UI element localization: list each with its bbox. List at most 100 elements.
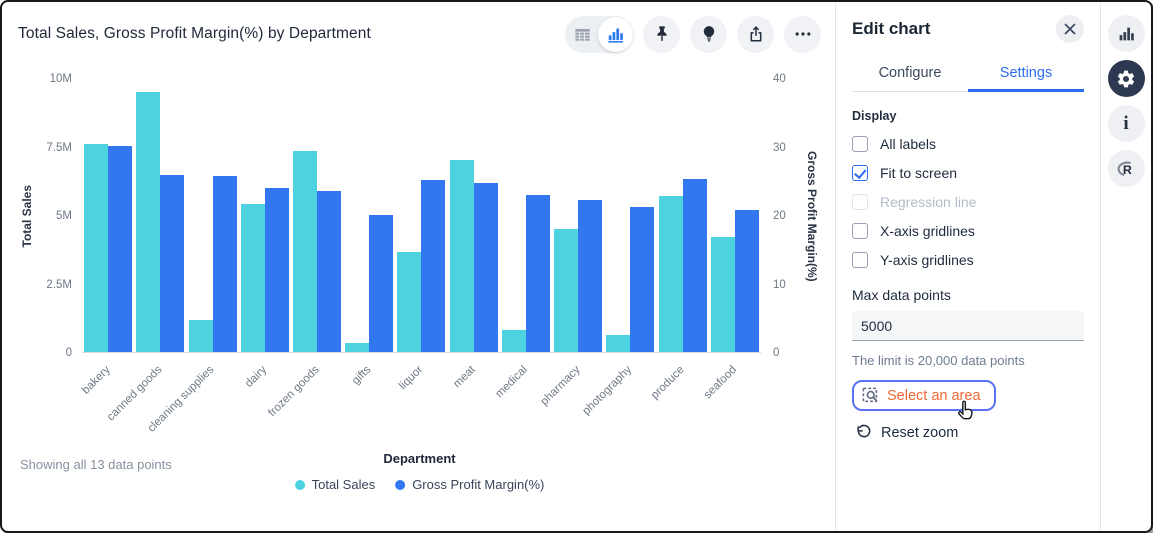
bar-group-bakery xyxy=(82,79,134,352)
table-view-icon xyxy=(574,28,590,41)
bar-gross-profit-margin--seafood[interactable] xyxy=(734,210,759,352)
bar-total-sales-gifts[interactable] xyxy=(345,343,370,352)
chart-properties-button[interactable] xyxy=(1107,15,1145,52)
bar-total-sales-frozen-goods[interactable] xyxy=(293,151,318,352)
legend-swatch xyxy=(395,479,406,490)
svg-text:R: R xyxy=(1123,163,1132,177)
bar-total-sales-produce[interactable] xyxy=(658,196,683,352)
table-view-button[interactable] xyxy=(565,25,599,44)
bar-total-sales-bakery[interactable] xyxy=(84,144,109,352)
legend-item-total-sales[interactable]: Total Sales xyxy=(294,477,376,492)
bar-total-sales-seafood[interactable] xyxy=(710,237,735,352)
display-option-fit-to-screen[interactable]: Fit to screen xyxy=(852,165,1084,181)
checkbox[interactable] xyxy=(852,252,868,268)
share-button[interactable] xyxy=(737,15,774,53)
checkbox xyxy=(852,194,868,210)
bar-gross-profit-margin--pharmacy[interactable] xyxy=(578,200,603,352)
checkbox[interactable] xyxy=(852,136,868,152)
x-axis-label: photography xyxy=(580,363,635,418)
legend-label: Total Sales xyxy=(311,477,376,492)
x-axis-labels: bakery canned goods cleaning supplies dairy… xyxy=(79,353,761,435)
bar-group-seafood xyxy=(709,79,761,352)
legend-swatch xyxy=(294,479,305,490)
panel-tabs: Configure Settings xyxy=(852,56,1084,92)
bar-gross-profit-margin--photography[interactable] xyxy=(630,207,655,352)
axis-tick-label: 40 xyxy=(773,73,786,85)
r-analysis-button[interactable]: R xyxy=(1107,150,1145,187)
pin-icon xyxy=(657,26,666,41)
bar-gross-profit-margin--liquor[interactable] xyxy=(421,180,446,352)
insights-button[interactable] xyxy=(690,15,727,53)
checkbox-label: Regression line xyxy=(880,194,977,210)
bar-total-sales-photography[interactable] xyxy=(606,335,631,352)
reset-zoom-button[interactable]: Reset zoom xyxy=(852,424,1084,441)
bar-gross-profit-margin--meat[interactable] xyxy=(473,183,498,352)
panel-header: Edit chart xyxy=(852,15,1084,43)
info-icon: i xyxy=(1123,113,1129,134)
r-analytics-icon: R xyxy=(1117,161,1132,177)
x-axis-label: dairy xyxy=(242,363,270,390)
chart-toolbar xyxy=(565,15,821,53)
settings-button[interactable] xyxy=(1107,60,1145,97)
checkbox[interactable] xyxy=(852,223,868,239)
display-heading: Display xyxy=(852,109,897,123)
bar-total-sales-medical[interactable] xyxy=(501,330,526,352)
right-axis-title: Gross Profit Margin(%) xyxy=(805,150,819,282)
axis-tick-label: 0 xyxy=(65,347,72,359)
rail-divider xyxy=(1100,2,1101,531)
legend-item-gross-profit-margin-[interactable]: Gross Profit Margin(%) xyxy=(395,477,544,492)
bar-gross-profit-margin--frozen-goods[interactable] xyxy=(317,191,342,352)
plot-area[interactable] xyxy=(82,79,761,353)
x-axis-label: pharmacy xyxy=(538,363,583,408)
legend-label: Gross Profit Margin(%) xyxy=(412,477,545,492)
bar-group-produce xyxy=(657,79,709,352)
bar-group-photography xyxy=(604,79,656,352)
legend-title: Department xyxy=(383,451,456,466)
max-data-points-label: Max data points xyxy=(852,287,951,303)
display-option-x-axis-gridlines[interactable]: X-axis gridlines xyxy=(852,223,1084,239)
bar-total-sales-liquor[interactable] xyxy=(397,252,422,352)
bar-gross-profit-margin--cleaning-supplies[interactable] xyxy=(212,176,237,352)
more-options-icon xyxy=(795,32,810,36)
chart-footer: Showing all 13 data points Department To… xyxy=(18,445,821,515)
chart-view-button[interactable] xyxy=(598,16,633,52)
info-button[interactable]: i xyxy=(1107,105,1145,142)
right-axis-ticks: 0 10 20 30 40 xyxy=(761,73,803,359)
panel-divider xyxy=(835,2,836,531)
tab-settings[interactable]: Settings xyxy=(968,56,1084,92)
select-an-area-label: Select an area xyxy=(887,387,981,404)
max-data-points-input[interactable] xyxy=(852,311,1084,341)
pin-button[interactable] xyxy=(643,15,680,53)
bar-gross-profit-margin--dairy[interactable] xyxy=(264,188,289,352)
bar-total-sales-canned-goods[interactable] xyxy=(136,92,161,352)
bar-group-liquor xyxy=(395,79,447,352)
axis-tick-label: 20 xyxy=(773,210,786,222)
select-an-area-button[interactable]: Select an area xyxy=(852,380,996,420)
gear-icon xyxy=(1117,70,1135,87)
checkbox[interactable] xyxy=(852,165,868,181)
close-button[interactable] xyxy=(1056,15,1084,43)
panel-title: Edit chart xyxy=(852,19,931,38)
checkbox-label: All labels xyxy=(880,136,937,152)
display-options: All labels Fit to screen Regression line X-… xyxy=(852,136,1084,268)
axis-tick-label: 30 xyxy=(773,141,786,154)
bar-total-sales-cleaning-supplies[interactable] xyxy=(188,320,213,352)
bar-group-medical xyxy=(500,79,552,352)
bar-total-sales-dairy[interactable] xyxy=(240,204,265,352)
x-axis-label: medical xyxy=(493,363,531,401)
lightbulb-icon xyxy=(703,26,714,42)
bar-total-sales-pharmacy[interactable] xyxy=(554,229,579,352)
bar-gross-profit-margin--canned-goods[interactable] xyxy=(160,175,185,352)
bar-gross-profit-margin--medical[interactable] xyxy=(525,195,550,352)
bar-gross-profit-margin--produce[interactable] xyxy=(682,179,707,352)
bar-gross-profit-margin--gifts[interactable] xyxy=(369,215,394,352)
display-option-all-labels[interactable]: All labels xyxy=(852,136,1084,152)
bar-group-gifts xyxy=(343,79,395,352)
more-options-button[interactable] xyxy=(784,15,821,53)
display-option-y-axis-gridlines[interactable]: Y-axis gridlines xyxy=(852,252,1084,268)
tab-configure[interactable]: Configure xyxy=(878,65,942,81)
bar-total-sales-meat[interactable] xyxy=(449,160,474,352)
x-axis-label: bakery xyxy=(79,363,113,397)
bar-gross-profit-margin--bakery[interactable] xyxy=(108,146,133,352)
display-option-regression-line: Regression line xyxy=(852,194,1084,210)
